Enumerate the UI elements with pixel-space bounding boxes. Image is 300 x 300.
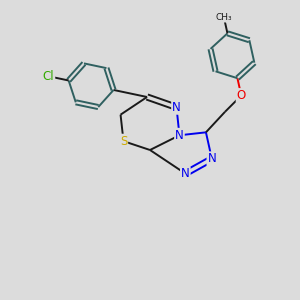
Text: O: O (237, 89, 246, 102)
Text: N: N (181, 167, 190, 180)
Text: N: N (172, 101, 181, 114)
Text: CH₃: CH₃ (216, 13, 232, 22)
Text: Cl: Cl (43, 70, 54, 83)
Text: S: S (120, 135, 127, 148)
Text: N: N (208, 152, 216, 165)
Text: N: N (175, 129, 184, 142)
